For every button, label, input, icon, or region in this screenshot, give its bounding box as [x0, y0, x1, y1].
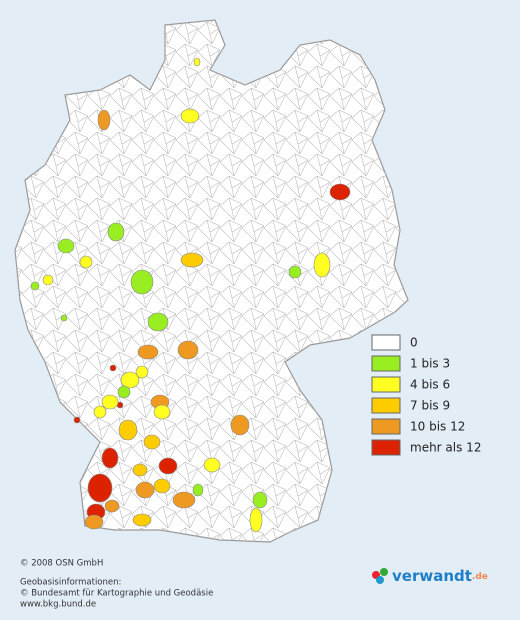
district [57, 238, 75, 254]
district [104, 499, 120, 513]
district [120, 371, 140, 389]
legend-swatch [371, 376, 401, 393]
copyright: © 2008 OSN GmbH [20, 559, 103, 569]
district [249, 507, 263, 533]
legend-swatch [371, 334, 401, 351]
legend-label: 7 bis 9 [410, 399, 450, 413]
legend: 0 1 bis 3 4 bis 6 7 bis 9 10 bis 12 mehr als … [371, 334, 481, 456]
legend-swatch [371, 439, 401, 456]
district [30, 281, 40, 291]
legend-label: 4 bis 6 [410, 378, 450, 392]
district [73, 416, 81, 424]
district [107, 222, 125, 242]
district [153, 404, 171, 420]
district [137, 344, 159, 360]
district [143, 434, 161, 450]
district [101, 447, 119, 469]
source-title: Geobasisinformationen: [20, 578, 121, 588]
legend-label: 1 bis 3 [410, 357, 450, 371]
svg-text:verwandt.de: verwandt.de [392, 567, 488, 585]
district [313, 252, 331, 278]
district [130, 269, 154, 295]
legend-label: 10 bis 12 [410, 420, 465, 434]
district [147, 312, 169, 332]
logo-icon [376, 576, 384, 584]
logo-text: verwandt [392, 567, 472, 585]
district [117, 385, 131, 399]
district [203, 457, 221, 473]
legend-label: mehr als 12 [410, 441, 481, 455]
district [118, 419, 138, 441]
legend-swatch [371, 418, 401, 435]
district [288, 265, 302, 279]
logo-suffix: .de [472, 572, 488, 582]
district [42, 274, 54, 286]
district-borders [15, 20, 408, 542]
district [101, 394, 119, 410]
source: © Bundesamt für Kartographie und Geodäsi… [20, 589, 213, 599]
legend-label: 0 [410, 336, 418, 350]
logo-icon [380, 568, 388, 576]
legend-swatch [371, 397, 401, 414]
district [177, 340, 199, 360]
district [79, 255, 93, 269]
legend-swatch [371, 355, 401, 372]
source-url: www.bkg.bund.de [20, 600, 96, 610]
colored-districts [30, 57, 351, 533]
district [180, 108, 200, 124]
district [193, 57, 201, 67]
district [97, 109, 111, 131]
district [180, 252, 204, 268]
district [84, 514, 104, 530]
district [172, 491, 196, 509]
district [252, 491, 268, 509]
district [132, 513, 152, 527]
district [192, 483, 204, 497]
district [135, 481, 155, 499]
district [132, 463, 148, 477]
district [329, 183, 351, 201]
district [93, 405, 107, 419]
district [153, 478, 171, 494]
district [230, 414, 250, 436]
logo: verwandt.de [372, 567, 488, 585]
district [158, 457, 178, 475]
district [60, 314, 68, 322]
district [109, 364, 117, 372]
district [135, 365, 149, 379]
district [87, 473, 113, 503]
